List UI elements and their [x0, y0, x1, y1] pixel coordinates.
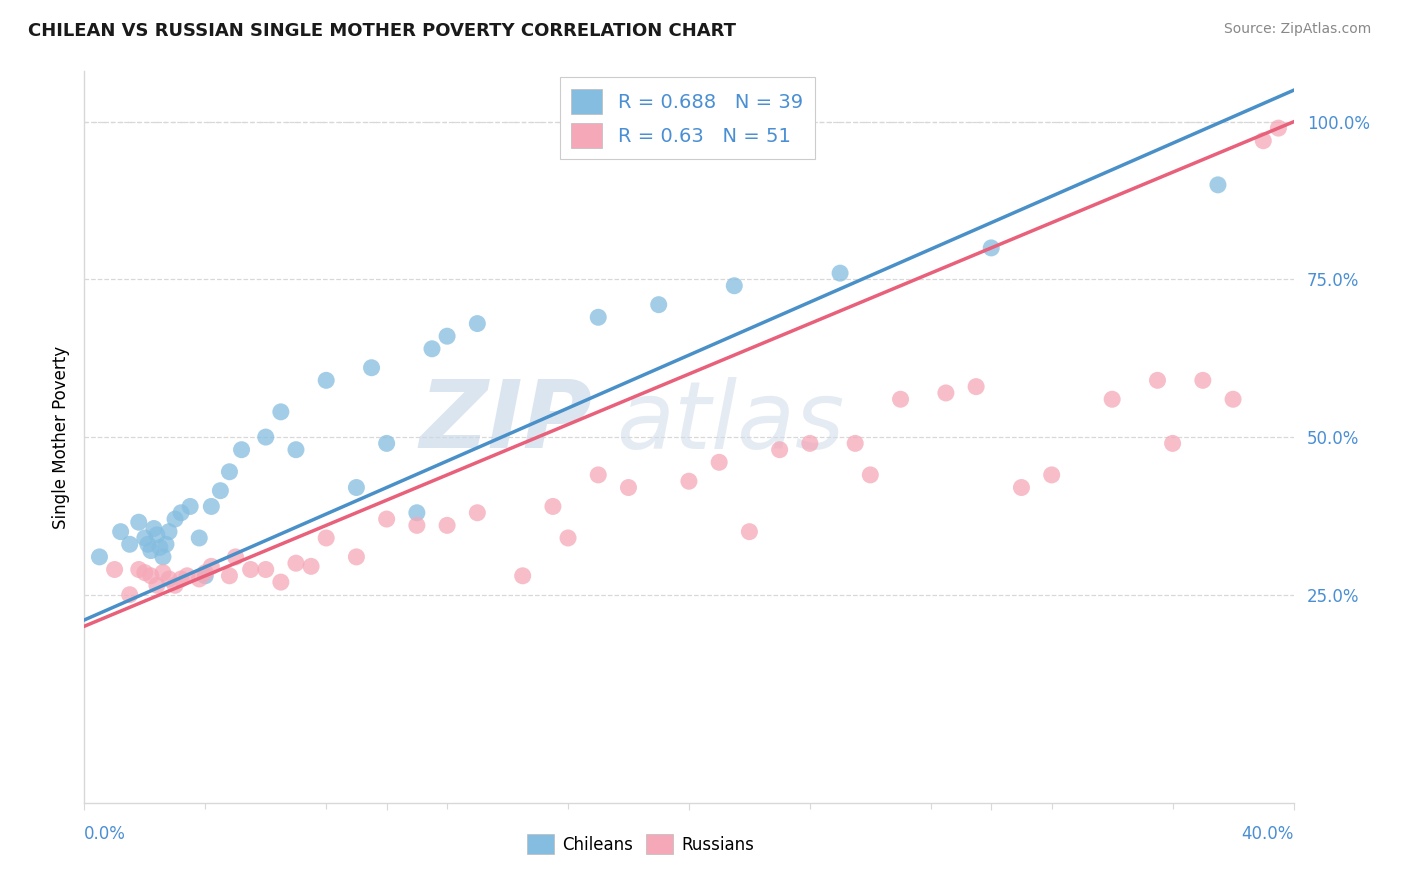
- Point: [588, 310, 610, 325]
- Point: [188, 531, 211, 545]
- Point: [375, 512, 398, 526]
- Point: [254, 562, 277, 576]
- Point: [139, 569, 162, 583]
- Legend: Chileans, Russians: Chileans, Russians: [520, 828, 761, 860]
- Point: [188, 572, 211, 586]
- Point: [136, 537, 159, 551]
- Point: [200, 559, 222, 574]
- Point: [209, 483, 232, 498]
- Point: [194, 569, 217, 583]
- Point: [799, 436, 821, 450]
- Point: [149, 541, 172, 555]
- Point: [254, 430, 277, 444]
- Point: [360, 360, 382, 375]
- Point: [179, 500, 201, 514]
- Point: [1253, 134, 1275, 148]
- Point: [118, 588, 141, 602]
- Point: [844, 436, 866, 450]
- Point: [1192, 373, 1215, 387]
- Point: [375, 436, 398, 450]
- Point: [406, 518, 429, 533]
- Point: [110, 524, 132, 539]
- Text: 40.0%: 40.0%: [1241, 825, 1294, 843]
- Point: [769, 442, 792, 457]
- Point: [170, 572, 193, 586]
- Point: [1222, 392, 1244, 407]
- Point: [139, 543, 162, 558]
- Point: [270, 575, 292, 590]
- Point: [830, 266, 852, 280]
- Text: ZIP: ZIP: [419, 376, 592, 468]
- Point: [285, 556, 308, 570]
- Point: [270, 405, 292, 419]
- Point: [588, 467, 610, 482]
- Point: [315, 373, 337, 387]
- Point: [218, 569, 240, 583]
- Point: [346, 549, 368, 564]
- Point: [890, 392, 912, 407]
- Point: [165, 578, 187, 592]
- Point: [420, 342, 443, 356]
- Point: [1040, 467, 1063, 482]
- Text: atlas: atlas: [616, 377, 845, 468]
- Point: [200, 500, 222, 514]
- Text: CHILEAN VS RUSSIAN SINGLE MOTHER POVERTY CORRELATION CHART: CHILEAN VS RUSSIAN SINGLE MOTHER POVERTY…: [28, 22, 737, 40]
- Point: [157, 572, 180, 586]
- Point: [176, 569, 198, 583]
- Point: [1011, 481, 1033, 495]
- Point: [723, 278, 745, 293]
- Point: [436, 329, 458, 343]
- Point: [142, 521, 165, 535]
- Point: [1161, 436, 1184, 450]
- Y-axis label: Single Mother Poverty: Single Mother Poverty: [52, 345, 70, 529]
- Point: [170, 506, 193, 520]
- Point: [1206, 178, 1229, 192]
- Point: [648, 298, 671, 312]
- Point: [239, 562, 262, 576]
- Point: [146, 578, 169, 592]
- Point: [1267, 121, 1289, 136]
- Point: [709, 455, 731, 469]
- Point: [512, 569, 534, 583]
- Point: [436, 518, 458, 533]
- Point: [128, 562, 150, 576]
- Point: [89, 549, 111, 564]
- Point: [231, 442, 253, 457]
- Point: [859, 467, 882, 482]
- Point: [165, 512, 187, 526]
- Point: [152, 549, 174, 564]
- Point: [965, 379, 987, 393]
- Point: [617, 481, 640, 495]
- Point: [218, 465, 240, 479]
- Point: [194, 566, 217, 580]
- Point: [557, 531, 579, 545]
- Point: [935, 386, 957, 401]
- Point: [285, 442, 308, 457]
- Point: [128, 515, 150, 529]
- Text: 0.0%: 0.0%: [84, 825, 127, 843]
- Point: [541, 500, 564, 514]
- Point: [1146, 373, 1168, 387]
- Point: [467, 506, 489, 520]
- Point: [299, 559, 322, 574]
- Point: [980, 241, 1002, 255]
- Point: [118, 537, 141, 551]
- Point: [104, 562, 127, 576]
- Point: [1101, 392, 1123, 407]
- Point: [467, 317, 489, 331]
- Point: [146, 528, 169, 542]
- Point: [406, 506, 429, 520]
- Point: [346, 481, 368, 495]
- Point: [678, 474, 700, 488]
- Text: Source: ZipAtlas.com: Source: ZipAtlas.com: [1223, 22, 1371, 37]
- Point: [738, 524, 761, 539]
- Point: [134, 531, 156, 545]
- Point: [155, 537, 177, 551]
- Point: [157, 524, 180, 539]
- Point: [315, 531, 337, 545]
- Point: [152, 566, 174, 580]
- Point: [134, 566, 156, 580]
- Point: [225, 549, 247, 564]
